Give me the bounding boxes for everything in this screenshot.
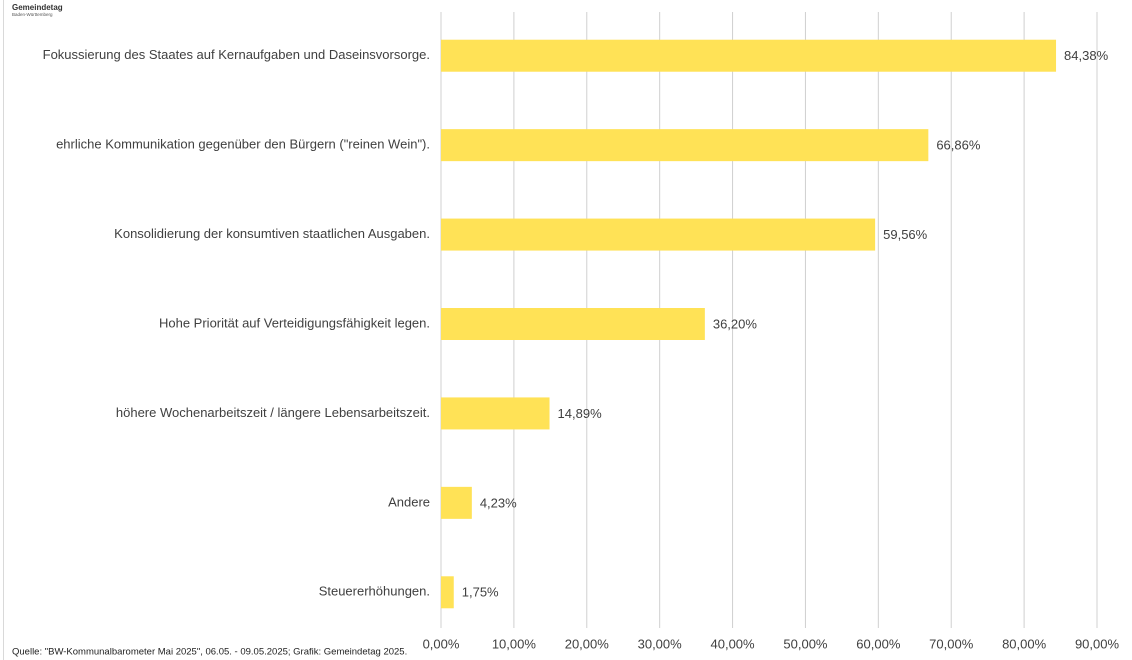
bar: [441, 397, 550, 430]
bar: [441, 308, 705, 340]
bar: [441, 486, 472, 519]
x-tick-label: 50,00%: [783, 636, 828, 651]
value-label: 1,75%: [462, 585, 499, 600]
x-tick-label: 60,00%: [856, 636, 901, 651]
category-label: Andere: [388, 494, 430, 509]
category-label: Hohe Priorität auf Verteidigungsfähigkei…: [159, 315, 430, 330]
bar: [441, 218, 876, 251]
category-label: Fokussierung des Staates auf Kernaufgabe…: [43, 47, 430, 62]
logo-region: Baden-Württemberg: [12, 12, 53, 17]
category-label: Konsolidierung der konsumtiven staatlich…: [114, 226, 430, 241]
x-tick-label: 80,00%: [1002, 636, 1047, 651]
category-label: höhere Wochenarbeitszeit / längere Leben…: [116, 405, 430, 420]
category-label: Steuererhöhungen.: [319, 584, 430, 599]
x-tick-label: 40,00%: [711, 636, 756, 651]
x-tick-label: 0,00%: [423, 636, 460, 651]
value-label: 14,89%: [558, 406, 603, 421]
bar: [441, 576, 454, 609]
bar: [441, 129, 929, 162]
value-label: 84,38%: [1064, 48, 1109, 63]
bar: [441, 39, 1057, 72]
x-tick-label: 70,00%: [929, 636, 974, 651]
category-label: ehrliche Kommunikation gegenüber den Bür…: [56, 137, 430, 152]
x-tick-label: 90,00%: [1075, 636, 1120, 651]
value-label: 59,56%: [883, 227, 928, 242]
x-tick-label: 20,00%: [565, 636, 610, 651]
x-tick-label: 30,00%: [638, 636, 683, 651]
logo-name: Gemeindetag: [12, 3, 63, 12]
source-note: Quelle: "BW-Kommunalbarometer Mai 2025",…: [12, 647, 407, 658]
value-label: 36,20%: [713, 316, 758, 331]
value-label: 4,23%: [480, 495, 517, 510]
value-label: 66,86%: [936, 138, 981, 153]
x-tick-label: 10,00%: [492, 636, 537, 651]
